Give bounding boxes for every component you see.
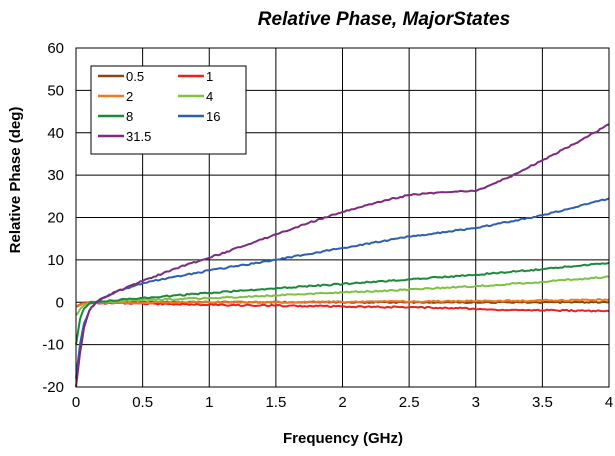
plot-frame xyxy=(75,47,610,388)
legend-label: 16 xyxy=(206,109,220,124)
y-axis-title: Relative Phase (deg) xyxy=(7,107,24,254)
x-tick-label: 3 xyxy=(472,394,480,411)
legend-label: 8 xyxy=(126,109,133,124)
x-tick-label: 0.5 xyxy=(132,394,153,411)
series-line-16 xyxy=(75,197,610,379)
legend: 0.5 1 2 4 8 16 31.5 xyxy=(90,65,247,155)
x-axis-title: Frequency (GHz) xyxy=(283,430,403,447)
x-tick-label: 1 xyxy=(205,394,213,411)
y-tick-label: 20 xyxy=(47,210,64,227)
series-line-31.5 xyxy=(75,123,610,388)
series-line-8 xyxy=(75,261,610,345)
y-tick-label: 0 xyxy=(56,294,64,311)
legend-label: 1 xyxy=(206,69,213,84)
x-tick-label: 3.5 xyxy=(532,394,553,411)
x-tick-labels: 0 0.5 1 1.5 2 2.5 3 3.5 4 xyxy=(72,394,613,411)
x-tick-label: 4 xyxy=(605,394,613,411)
legend-box xyxy=(90,65,247,155)
x-tick-label: 1.5 xyxy=(265,394,286,411)
series-line-2 xyxy=(75,298,610,308)
series-line-4 xyxy=(75,275,610,316)
x-tick-label: 2 xyxy=(338,394,346,411)
chart-title: Relative Phase, MajorStates xyxy=(258,9,510,30)
y-tick-label: 10 xyxy=(47,252,64,269)
y-tick-label: -20 xyxy=(42,379,64,396)
y-tick-label: 60 xyxy=(47,40,64,57)
y-tick-label: 30 xyxy=(47,167,64,184)
legend-label: 2 xyxy=(126,89,133,104)
y-tick-label: 40 xyxy=(47,125,64,142)
legend-label: 0.5 xyxy=(126,69,144,84)
x-tick-label: 0 xyxy=(72,394,80,411)
legend-label: 31.5 xyxy=(126,129,151,144)
series-lines xyxy=(75,123,610,388)
legend-label: 4 xyxy=(206,89,213,104)
y-tick-label: 50 xyxy=(47,82,64,99)
x-tick-label: 2.5 xyxy=(399,394,420,411)
y-tick-labels: -20 -10 0 10 20 30 40 50 60 xyxy=(42,40,64,396)
y-tick-label: -10 xyxy=(42,337,64,354)
